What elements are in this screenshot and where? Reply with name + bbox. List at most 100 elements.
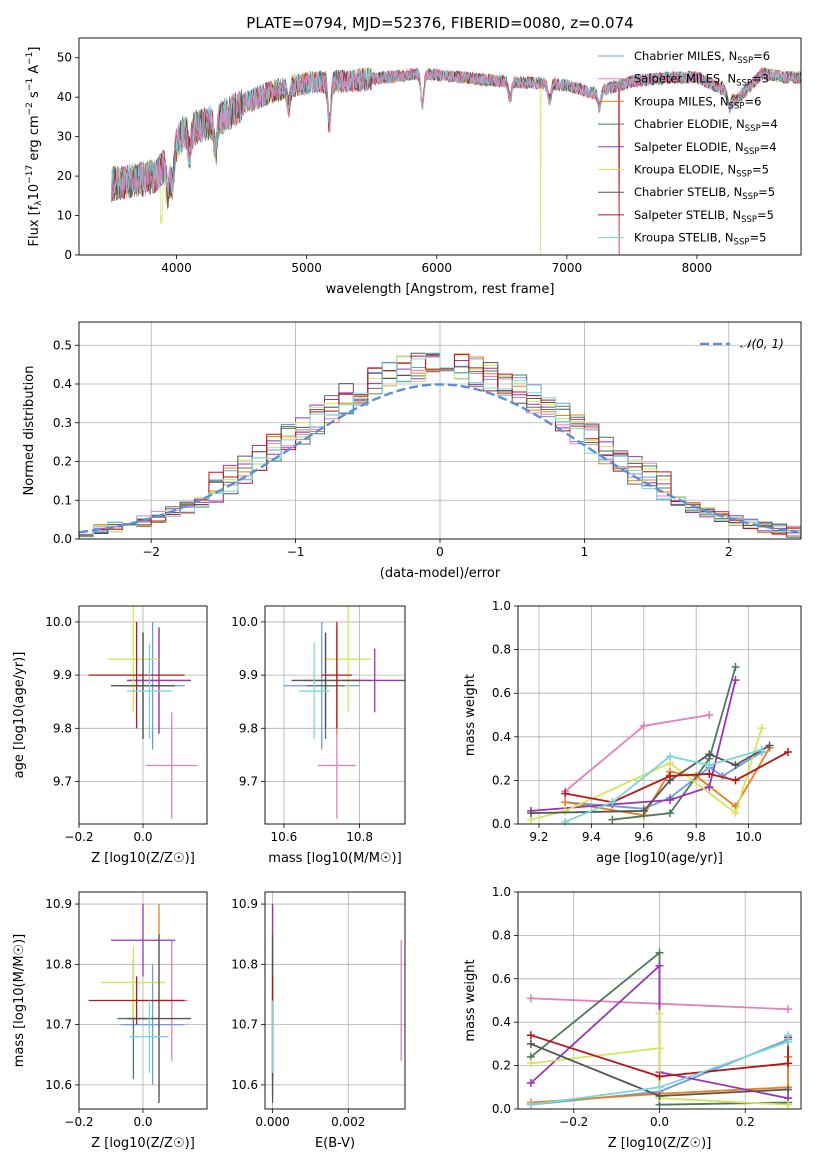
errorbar-point (127, 627, 191, 734)
y-tick-label: 10 (57, 209, 72, 223)
y-tick-label: 0.8 (492, 643, 511, 657)
y-tick-label: 30 (57, 130, 72, 144)
x-axis-label: mass [log10(M/M☉)] (268, 851, 401, 866)
mass-weight-marker (665, 752, 674, 761)
errorbar-point (146, 712, 198, 819)
histogram-series (79, 352, 801, 538)
y-tick-label: 0.1 (53, 493, 72, 507)
mass-weight-marker (608, 815, 617, 824)
errorbar-point (130, 1000, 169, 1073)
errorbar-point (299, 643, 330, 739)
y-tick-label: 50 (57, 51, 72, 65)
y-axis-label: Flux [fλ10−17 erg cm−2 s−1 A−1] (25, 47, 44, 247)
mass-weight-marker (765, 741, 774, 750)
y-tick-label: 10.9 (231, 897, 258, 911)
mass-weight-marker (705, 761, 714, 770)
mass-weight-marker (526, 1039, 535, 1048)
mass-weight-marker (705, 750, 714, 759)
mass-weight-marker (705, 769, 714, 778)
mass-weight-marker (784, 1031, 793, 1040)
x-tick-label: 0.0 (133, 1115, 152, 1129)
y-tick-label: 9.7 (53, 774, 72, 788)
mass-weight-marker (784, 1100, 793, 1109)
x-axis-label: wavelength [Angstrom, rest frame] (326, 282, 555, 297)
mass-weight-marker (655, 948, 664, 957)
y-tick-label: 0.2 (492, 1059, 511, 1073)
spectrum-series-line (111, 67, 801, 202)
mass-weight-marker (639, 721, 648, 730)
y-tick-label: 10.0 (45, 615, 72, 629)
y-axis-label: Normed distribution (22, 366, 37, 496)
axes-frame (517, 605, 802, 825)
x-axis-label: Z [log10(Z/Z☉)] (608, 1136, 712, 1151)
x-axis-label: (data-model)/error (380, 566, 501, 581)
y-tick-label: 10.8 (231, 957, 258, 971)
mass-weight-marker (526, 1100, 535, 1109)
mass-weight-marker (639, 806, 648, 815)
y-tick-label: 10.7 (231, 1018, 258, 1032)
y-tick-label: 40 (57, 90, 72, 104)
x-axis-label: Z [log10(Z/Z☉)] (91, 851, 195, 866)
x-tick-label: 0 (436, 545, 444, 559)
errorbar-point (111, 904, 175, 977)
axes-frame (517, 891, 802, 1110)
errorbar-point (127, 934, 191, 1103)
y-tick-label: 0 (64, 248, 72, 262)
mass-weight-marker (783, 748, 792, 757)
gaussian-curve (79, 383, 799, 534)
mass-weight-marker (731, 676, 740, 685)
y-tick-label: 0.2 (492, 773, 511, 787)
x-tick-label: 0.002 (331, 1115, 365, 1129)
mass-weight-marker (655, 961, 664, 970)
mass-weight-series (530, 1056, 789, 1104)
axes-frame (264, 891, 406, 1110)
chart-age_vs_Z: −0.2 0.0 9.7 9.8 9.9 10.0 Z [log10(Z/Z☉)] age [… (12, 605, 208, 866)
chart-age_vs_mass: 10.6 10.8 9.7 9.8 9.9 10.0 mass [log10(M/M☉)] (231, 605, 406, 866)
y-tick-label: 20 (57, 169, 72, 183)
errorbar-point (101, 946, 166, 1019)
y-tick-label: 0.3 (53, 416, 72, 430)
x-axis-label: E(B-V) (315, 1136, 355, 1151)
y-tick-label: 0.2 (53, 455, 72, 469)
errorbar-point (321, 621, 353, 729)
mass-weight-marker (526, 1078, 535, 1087)
legend-entry: Salpeter MILES, NSSP=3 (634, 72, 769, 89)
mass-weight-marker (655, 1083, 664, 1092)
mass-weight-marker (608, 798, 617, 807)
x-tick-label: 9.4 (582, 830, 601, 844)
mass-weight-marker (561, 806, 570, 815)
spectrum-series-line (111, 68, 801, 202)
y-tick-label: 0.4 (492, 730, 511, 744)
mass-weight-marker (705, 782, 714, 791)
mass-weight-series (565, 751, 789, 804)
y-tick-label: 9.7 (239, 774, 258, 788)
x-tick-label: 10.0 (735, 830, 762, 844)
y-tick-label: 10.6 (45, 1078, 72, 1092)
mass-weight-marker (527, 809, 536, 818)
legend-entry: Salpeter ELODIE, NSSP=4 (634, 140, 777, 157)
mass-weight-marker (731, 809, 740, 818)
x-tick-label: 7000 (552, 261, 583, 275)
x-tick-label: 5000 (291, 261, 322, 275)
axes-frame (78, 37, 802, 256)
legend-entry: Chabrier MILES, NSSP=6 (634, 49, 770, 66)
x-tick-label: 0.0 (133, 830, 152, 844)
errorbar-point (291, 632, 360, 729)
y-axis-label: age [log10(age/yr)] (12, 652, 27, 779)
mass-weight-marker (526, 994, 535, 1003)
mass-weight-series (530, 1034, 789, 1078)
y-axis-label: mass [log10(M/M☉)] (12, 934, 27, 1067)
mass-weight-marker (655, 1044, 664, 1053)
y-tick-label: 0.4 (492, 1015, 511, 1029)
mass-weight-marker (731, 776, 740, 785)
chart-mass_vs_Z: −0.2 0.0 10.6 10.7 10.8 10.9 Z [log10(Z/Z☉)] ma… (12, 891, 208, 1151)
mass-weight-series (612, 666, 737, 821)
legend-entry: Salpeter STELIB, NSSP=5 (634, 208, 774, 225)
x-axis-label: age [log10(age/yr)] (596, 851, 723, 866)
errorbar-point (88, 976, 185, 1025)
y-tick-label: 0.8 (492, 928, 511, 942)
mass-weight-marker (561, 798, 570, 807)
legend-entry: Kroupa ELODIE, NSSP=5 (634, 163, 769, 180)
y-tick-label: 0.5 (53, 338, 72, 352)
